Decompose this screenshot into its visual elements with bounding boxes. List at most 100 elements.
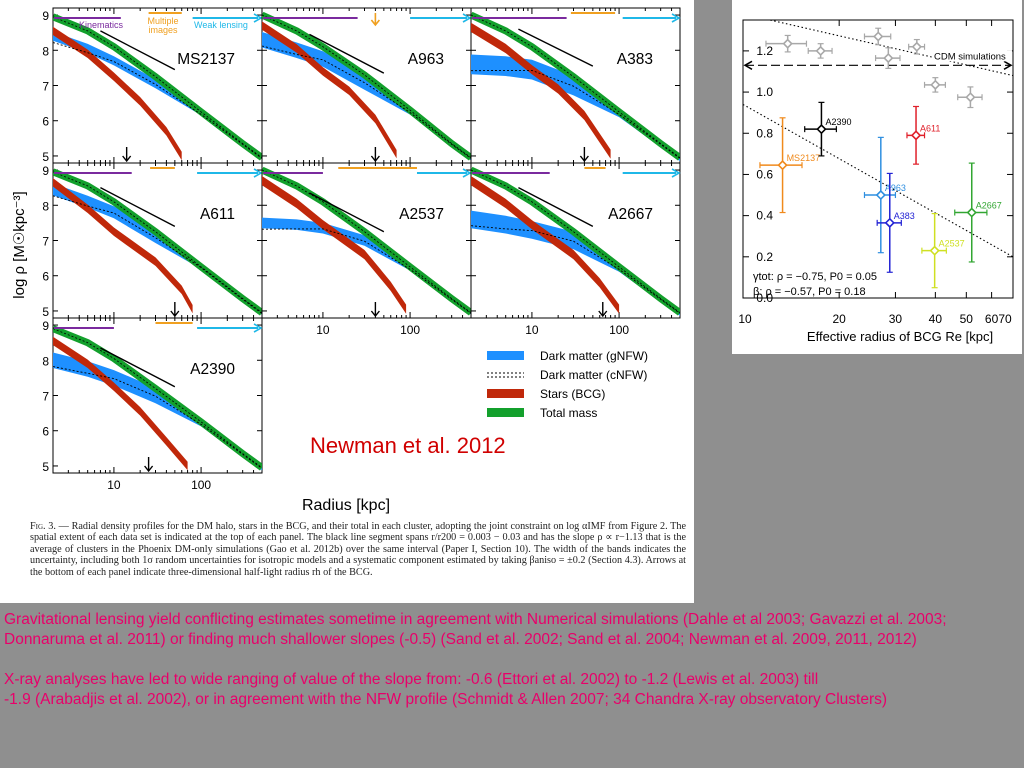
x-tick-label: 70 [998, 312, 1012, 326]
diamond-marker [815, 45, 826, 57]
y-tick-label: 9 [42, 164, 49, 178]
y-tick-label: 9 [42, 9, 49, 23]
diamond-marker [910, 130, 922, 141]
cluster-name: A383 [617, 51, 653, 68]
diamond-marker [883, 52, 894, 64]
dm-cnfw-line [53, 366, 262, 469]
y-tick-label: 5 [42, 305, 49, 319]
weak-lensing-label: Weak lensing [194, 20, 248, 30]
slope-segment [518, 187, 594, 228]
total-cnfw-line [471, 14, 680, 159]
legend-label: Dark matter (gNFW) [540, 349, 648, 363]
panel-a2667: 10 100 A2667 [470, 162, 681, 337]
weak-lensing-arrowhead [671, 168, 681, 178]
point-label: A963 [885, 183, 906, 193]
y-tick-label: 8 [42, 354, 49, 368]
kinematics-label: Kinematics [79, 20, 124, 30]
y-tick-label: 0.6 [756, 167, 773, 181]
weak-lensing-arrowhead [253, 323, 263, 333]
x-tick-label: 10 [316, 323, 330, 337]
stars-band [262, 21, 397, 159]
weak-lensing-arrowhead [462, 13, 472, 23]
x-tick-label: 30 [889, 312, 903, 326]
diamond-marker [911, 41, 922, 52]
cluster-name: A2667 [608, 206, 653, 223]
beta-gamma-scatter-chart: 0.0 0.2 0.4 0.6 0.8 1.0 1.2 10 20 30 40 50 60 70 Effec… [697, 19, 1014, 344]
x-tick-label: 100 [400, 323, 420, 337]
half-light-radius-arrow [170, 302, 180, 318]
point-label: A2667 [976, 201, 1002, 211]
weak-lensing-arrowhead [671, 13, 681, 23]
multiple-images-label-1: Multiple [147, 16, 178, 26]
figure-caption: Fig. 3. — Radial density profiles for th… [30, 521, 686, 578]
gamma-tot-point [807, 43, 833, 59]
cluster-name: A963 [408, 51, 444, 68]
cdm-label-bg [932, 50, 1012, 62]
y-axis-label: log ρ [M☉kpc⁻³] [11, 191, 28, 298]
beta-point-ms2137: MS2137 [759, 117, 820, 214]
legend: Dark matter (gNFW) Dark matter (cNFW) Star… [487, 349, 648, 420]
stats-label: γtot: ρ = −0.75, P0 = 0.05 [753, 271, 877, 283]
y-tick-label: 1.2 [756, 44, 773, 58]
gamma-tot-point [957, 86, 983, 109]
weak-lensing-arrowhead [253, 13, 263, 23]
total-cnfw-line [53, 16, 262, 159]
dm-cnfw-line [262, 228, 471, 314]
cdm-arrow-left [743, 60, 753, 70]
stars-band [262, 176, 407, 314]
slope-segment [100, 30, 176, 71]
dm-cnfw-line [471, 225, 680, 314]
legend-label: Dark matter (cNFW) [540, 368, 647, 382]
diamond-marker [777, 160, 788, 171]
legend-label: Total mass [540, 406, 597, 420]
y-tick-label: 5 [42, 150, 49, 164]
y-tick-label: 6 [42, 115, 49, 129]
weak-lensing-arrowhead [253, 168, 263, 178]
lensing-paragraph: Gravitational lensing yield conflicting … [4, 611, 947, 648]
beta-point-a963: A963 [863, 136, 906, 254]
total-mass-band [262, 11, 471, 161]
x-tick-label: 100 [191, 478, 211, 492]
x-tick-label: 10 [738, 312, 752, 326]
panel-a2390: 5 6 7 8 9 10 100 A2390 [42, 317, 263, 492]
diamond-marker [966, 207, 977, 218]
diamond-marker [873, 31, 884, 42]
beta-point-a383: A383 [876, 172, 915, 273]
diamond-marker [875, 189, 886, 201]
panel-a383: A383 [470, 7, 681, 164]
gamma-tot-point [863, 27, 892, 46]
beta-point-a2390: A2390 [804, 101, 851, 157]
x-tick-label: 50 [960, 312, 974, 326]
beta-point-a2667: A2667 [954, 162, 1002, 263]
slide-body: Gravitational lensing yield conflicting … [4, 610, 1018, 730]
dm-cnfw-line [471, 69, 680, 159]
weak-lensing-arrowhead [462, 168, 472, 178]
panel-a963: A963 [261, 7, 472, 164]
cdm-arrow-right [1003, 60, 1013, 70]
x-tick-label: 40 [929, 312, 943, 326]
half-light-radius-arrow [122, 147, 132, 163]
half-light-radius-arrow [579, 147, 589, 163]
gamma-tot-point [874, 47, 901, 69]
x-axis-label: Radius [kpc] [302, 497, 390, 514]
x-tick-label: 60 [985, 312, 999, 326]
total-cnfw-line [53, 171, 262, 314]
cluster-name: A2537 [399, 206, 444, 223]
half-light-radius-arrow [598, 302, 608, 318]
diamond-marker [930, 79, 941, 90]
half-light-radius-arrow [370, 147, 380, 163]
caption-body: — Radial density profiles for the DM hal… [30, 521, 686, 578]
x-tick-label: 10 [107, 478, 121, 492]
stars-band [53, 26, 182, 161]
dm-cnfw-line [262, 45, 471, 159]
density-profiles-figure: 5 6 7 8 9 MS2137 Kinematics Multiple images Weak … [0, 0, 694, 603]
y-tick-label: 5 [42, 460, 49, 474]
slope-segment [100, 347, 176, 388]
y-tick-label: 9 [42, 319, 49, 333]
panel-a611: 5 6 7 8 9 A611 [42, 162, 263, 319]
y-tick-label: 6 [42, 270, 49, 284]
diamond-marker [965, 92, 976, 103]
half-light-radius-arrow [370, 302, 380, 318]
total-cnfw-line [471, 169, 680, 314]
point-label: A383 [894, 211, 915, 221]
